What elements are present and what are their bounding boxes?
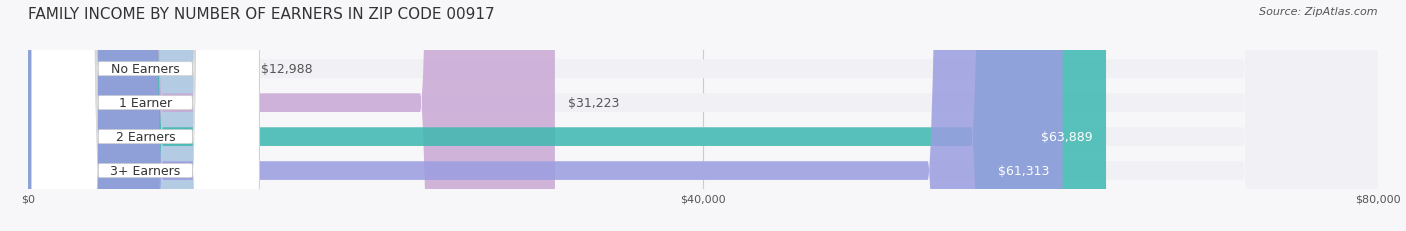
Text: $63,889: $63,889 <box>1040 131 1092 143</box>
FancyBboxPatch shape <box>28 0 1378 231</box>
Text: 1 Earner: 1 Earner <box>120 97 172 110</box>
FancyBboxPatch shape <box>31 0 259 231</box>
FancyBboxPatch shape <box>28 0 1378 231</box>
Text: $31,223: $31,223 <box>568 97 620 110</box>
Text: FAMILY INCOME BY NUMBER OF EARNERS IN ZIP CODE 00917: FAMILY INCOME BY NUMBER OF EARNERS IN ZI… <box>28 7 495 22</box>
FancyBboxPatch shape <box>28 0 1378 231</box>
Text: No Earners: No Earners <box>111 63 180 76</box>
FancyBboxPatch shape <box>28 0 1378 231</box>
Text: $61,313: $61,313 <box>998 164 1049 177</box>
Text: $12,988: $12,988 <box>260 63 312 76</box>
FancyBboxPatch shape <box>31 0 259 231</box>
Text: Source: ZipAtlas.com: Source: ZipAtlas.com <box>1260 7 1378 17</box>
FancyBboxPatch shape <box>31 0 259 231</box>
FancyBboxPatch shape <box>28 0 247 231</box>
FancyBboxPatch shape <box>28 0 1063 231</box>
FancyBboxPatch shape <box>31 0 259 231</box>
Text: 2 Earners: 2 Earners <box>115 131 176 143</box>
Text: 3+ Earners: 3+ Earners <box>110 164 180 177</box>
FancyBboxPatch shape <box>28 0 555 231</box>
FancyBboxPatch shape <box>28 0 1107 231</box>
